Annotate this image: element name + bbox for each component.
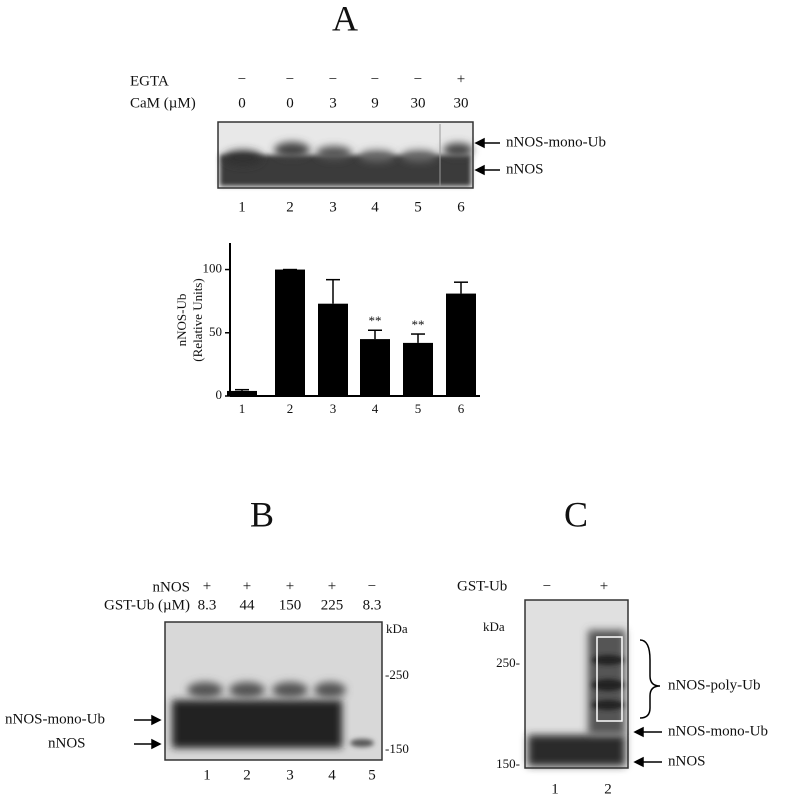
- lane-number: 4: [371, 199, 379, 215]
- nnos-symbol: +: [243, 578, 251, 594]
- bar: [227, 390, 257, 396]
- bar: [403, 342, 433, 396]
- lane-number: 1: [238, 199, 246, 215]
- cam-value: 30: [454, 95, 469, 111]
- nnos-symbol: +: [286, 578, 294, 594]
- x-tick-label: 6: [458, 401, 465, 416]
- nnos-symbol: +: [328, 578, 336, 594]
- gst-value: 150: [279, 597, 302, 613]
- lane-number: 6: [457, 199, 465, 215]
- y-tick-label: 50: [209, 324, 222, 339]
- marker: -250: [385, 667, 409, 682]
- lane-number: 4: [328, 767, 336, 783]
- y-tick-label: 100: [203, 261, 223, 276]
- y-axis-label: (Relative Units): [190, 278, 205, 361]
- egta-symbol: −: [414, 71, 422, 87]
- row-label: nNOS: [152, 579, 190, 595]
- panel-label: B: [250, 494, 274, 534]
- kda-label: kDa: [386, 621, 408, 636]
- band-label: nNOS: [48, 735, 86, 751]
- arrows-b: [134, 714, 162, 750]
- marker: -150: [385, 741, 409, 756]
- egta-symbol: −: [371, 71, 379, 87]
- lane-number: 5: [414, 199, 422, 215]
- cam-value: 3: [329, 95, 337, 111]
- arrows-c: [633, 639, 662, 768]
- nnos-symbol: +: [203, 578, 211, 594]
- x-tick-label: 5: [415, 401, 422, 416]
- egta-symbol: +: [457, 71, 465, 87]
- panel-label: A: [332, 0, 358, 38]
- gst-value: 8.3: [198, 597, 217, 613]
- kda-label: kDa: [483, 619, 505, 634]
- lane-number: 3: [286, 767, 294, 783]
- lane-number: 5: [368, 767, 376, 783]
- cam-value: 0: [286, 95, 294, 111]
- y-axis-label: nNOS-Ub: [174, 294, 189, 347]
- x-tick-label: 3: [330, 401, 337, 416]
- gel-a: [217, 121, 474, 189]
- gst-value: 44: [240, 597, 256, 613]
- cam-value: 9: [371, 95, 379, 111]
- significance: **: [369, 313, 382, 328]
- lane-number: 1: [551, 781, 559, 797]
- band-label: nNOS-poly-Ub: [668, 677, 761, 693]
- bar: [318, 303, 348, 396]
- band-label: nNOS: [668, 753, 706, 769]
- lane-number: 2: [604, 781, 612, 797]
- band-label: nNOS: [506, 161, 544, 177]
- gst-value: 225: [321, 597, 344, 613]
- x-tick-label: 2: [287, 401, 294, 416]
- gel-b: [164, 621, 383, 761]
- gst-symbol: +: [600, 578, 608, 594]
- lane-number: 3: [329, 199, 337, 215]
- row-label: GST-Ub: [457, 578, 507, 594]
- significance: **: [412, 317, 425, 332]
- marker: 150-: [496, 756, 520, 771]
- egta-symbol: −: [238, 71, 246, 87]
- row-label: EGTA: [130, 73, 169, 89]
- lane-number: 2: [286, 199, 294, 215]
- row-label: CaM (µM): [130, 95, 196, 111]
- arrows-a: [474, 137, 500, 176]
- band-label: nNOS-mono-Ub: [506, 134, 606, 150]
- panel-label: C: [564, 494, 588, 534]
- y-tick-label: 0: [216, 387, 223, 402]
- gel-c: [524, 599, 629, 769]
- x-tick-label: 4: [372, 401, 379, 416]
- band-label: nNOS-mono-Ub: [5, 711, 105, 727]
- bar: [275, 269, 305, 396]
- lane-number: 2: [243, 767, 251, 783]
- egta-symbol: −: [329, 71, 337, 87]
- band-label: nNOS-mono-Ub: [668, 723, 768, 739]
- gst-value: 8.3: [363, 597, 382, 613]
- gst-symbol: −: [543, 578, 551, 594]
- x-tick-label: 1: [239, 401, 246, 416]
- lane-number: 1: [203, 767, 211, 783]
- cam-value: 30: [411, 95, 426, 111]
- row-label: GST-Ub (µM): [104, 597, 190, 613]
- bar: [360, 339, 390, 396]
- marker: 250-: [496, 655, 520, 670]
- bar: [446, 293, 476, 396]
- nnos-symbol: −: [368, 578, 376, 594]
- egta-symbol: −: [286, 71, 294, 87]
- cam-value: 0: [238, 95, 246, 111]
